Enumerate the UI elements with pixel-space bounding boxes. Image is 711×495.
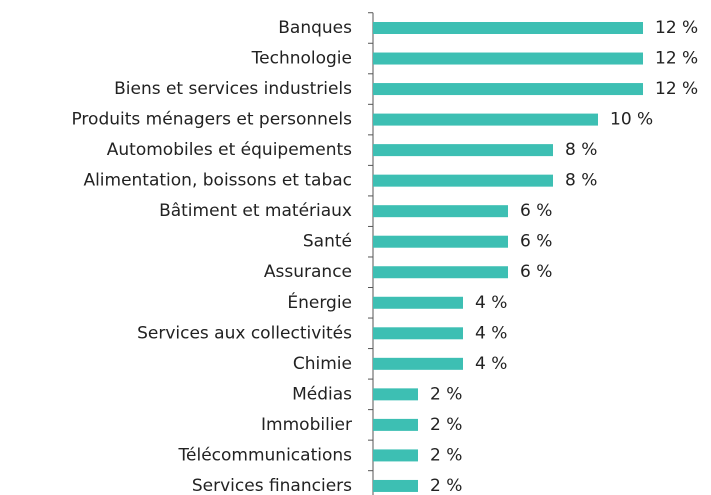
category-label: Énergie: [287, 291, 352, 313]
category-label: Immobilier: [261, 415, 352, 435]
category-label: Services aux collectivités: [137, 323, 352, 343]
category-label: Médias: [292, 384, 352, 404]
category-label: Bâtiment et matériaux: [159, 201, 352, 221]
bar: [373, 144, 553, 157]
bar: [373, 388, 418, 401]
category-label: Assurance: [264, 262, 352, 282]
value-label: 12 %: [655, 18, 698, 38]
value-label: 12 %: [655, 79, 698, 99]
bar: [373, 174, 553, 187]
value-label: 6 %: [520, 232, 552, 252]
value-label: 2 %: [430, 445, 462, 465]
bar: [373, 418, 418, 431]
bar: [373, 357, 463, 370]
category-label: Services financiers: [192, 476, 352, 495]
value-label: 12 %: [655, 49, 698, 69]
bar: [373, 296, 463, 309]
bar: [373, 327, 463, 340]
bar: [373, 22, 643, 34]
value-label: 2 %: [430, 415, 462, 435]
category-label: Automobiles et équipements: [107, 140, 352, 160]
bar: [373, 205, 508, 218]
bar: [373, 83, 643, 96]
category-label: Technologie: [251, 49, 352, 69]
value-label: 2 %: [430, 384, 462, 404]
category-label: Santé: [303, 232, 352, 252]
category-label: Produits ménagers et personnels: [71, 110, 352, 130]
bar: [373, 479, 418, 492]
value-label: 8 %: [565, 140, 597, 160]
bar: [373, 449, 418, 462]
value-label: 8 %: [565, 171, 597, 191]
category-label: Alimentation, boissons et tabac: [83, 171, 352, 191]
value-label: 4 %: [475, 323, 507, 343]
category-label: Biens et services industriels: [114, 79, 352, 99]
value-label: 6 %: [520, 201, 552, 221]
value-label: 4 %: [475, 293, 507, 313]
bar: [373, 235, 508, 248]
category-label: Télécommunications: [178, 445, 353, 465]
value-label: 10 %: [610, 110, 653, 130]
value-label: 6 %: [520, 262, 552, 282]
value-label: 4 %: [475, 354, 507, 374]
bar: [373, 52, 643, 65]
category-label: Banques: [278, 18, 352, 38]
bar: [373, 113, 598, 126]
category-label: Chimie: [293, 354, 352, 374]
value-label: 2 %: [430, 476, 462, 495]
bar: [373, 266, 508, 279]
